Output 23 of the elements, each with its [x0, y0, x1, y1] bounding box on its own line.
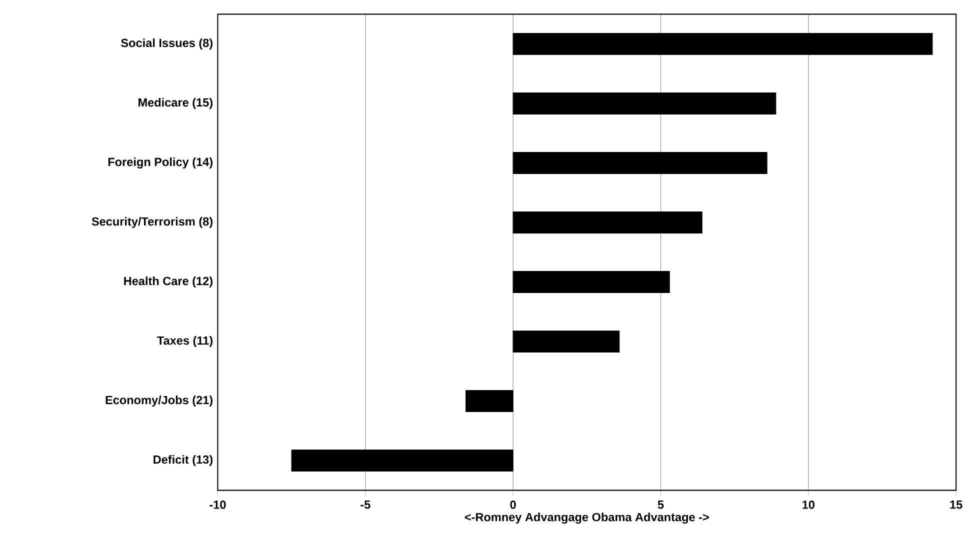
x-tick-label: -5: [360, 500, 370, 509]
y-tick-label: Economy/Jobs (21): [106, 395, 213, 406]
x-tick-label: 15: [950, 500, 962, 509]
y-tick-label: Deficit (13): [154, 455, 213, 466]
bar: [291, 450, 514, 472]
y-tick-label: Foreign Policy (14): [108, 157, 213, 168]
y-tick-label: Taxes (11): [157, 336, 213, 347]
x-axis-title: <-Romney Advangage Obama Advantage ->: [464, 512, 709, 524]
bar: [512, 152, 768, 174]
bar: [512, 92, 776, 114]
y-tick-label: Medicare (15): [138, 98, 212, 109]
bar: [466, 390, 514, 412]
y-tick-label: Security/Terrorism (8): [92, 216, 213, 228]
bar: [512, 330, 620, 352]
bar: [512, 270, 670, 293]
x-tick-label: 5: [658, 500, 664, 509]
y-tick-label: Health Care (12): [124, 276, 212, 288]
y-tick-label: Social Issues (8): [121, 38, 213, 50]
bar: [512, 211, 702, 234]
x-tick-label: 10: [802, 500, 814, 509]
x-tick-label: -10: [210, 500, 226, 509]
x-tick-label: 0: [510, 500, 516, 509]
bar: [512, 32, 933, 55]
